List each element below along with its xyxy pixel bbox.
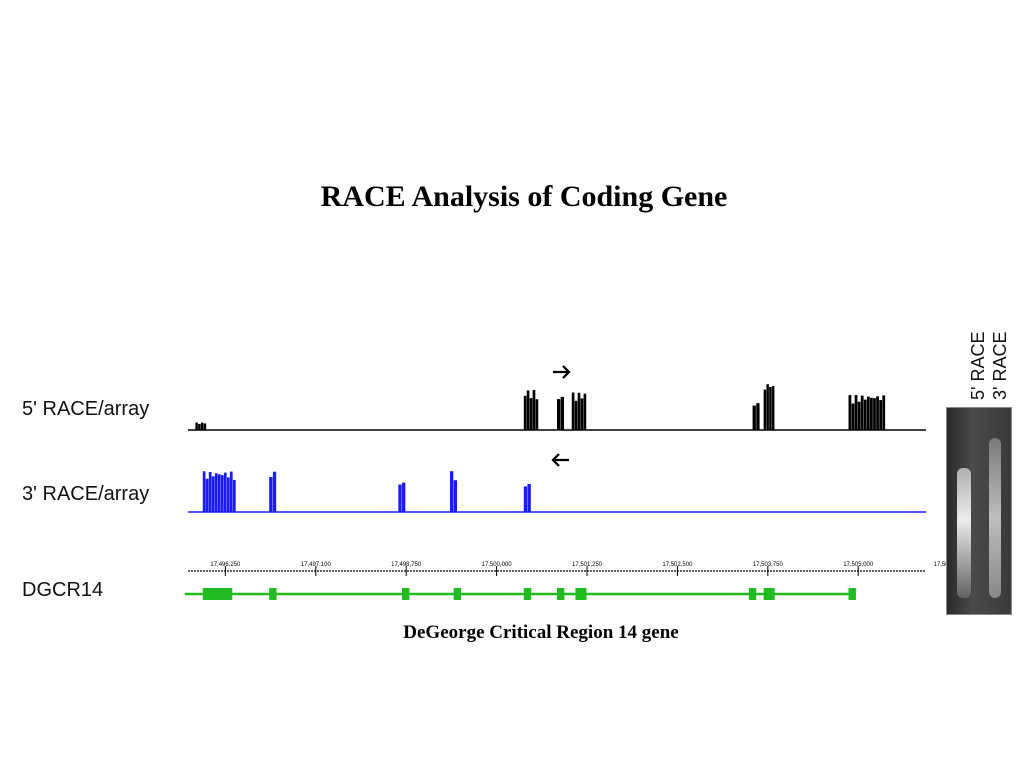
five-prime-peak-6-bar-1 xyxy=(851,403,855,430)
five-prime-peak-3-bar-0 xyxy=(571,392,575,430)
five-prime-peak-1-bar-4 xyxy=(535,399,539,430)
five-prime-peak-3-bar-2 xyxy=(577,392,581,430)
x-tick-label-6: 17,503,750 xyxy=(753,562,784,568)
five-prime-peak-0-bar-2 xyxy=(200,422,204,430)
five-prime-peak-3-bar-4 xyxy=(583,393,587,430)
three-prime-peak-0-bar-0 xyxy=(202,471,206,512)
five-prime-peak-6-bar-8 xyxy=(873,398,876,430)
three-prime-peak-0-bar-7 xyxy=(223,472,227,512)
five-prime-peak-6-bar-9 xyxy=(876,396,879,430)
x-tick-label-0: 17,496,250 xyxy=(210,562,241,568)
three-prime-peak-0-bar-5 xyxy=(217,474,221,512)
track-label-5prime: 5' RACE/array xyxy=(22,398,150,420)
gel-image xyxy=(946,407,1012,615)
three-prime-peak-4-bar-1 xyxy=(527,483,531,512)
three-prime-peak-2-bar-0 xyxy=(398,484,402,512)
gene-exon-7 xyxy=(748,588,757,600)
five-prime-peak-6-bar-11 xyxy=(882,395,886,430)
gel-lane-label-3prime: 3' RACE xyxy=(990,331,1010,400)
five-prime-peak-5-bar-3 xyxy=(771,386,775,430)
three-prime-peak-0-bar-3 xyxy=(211,476,215,512)
five-prime-peak-5-bar-0 xyxy=(763,389,767,430)
five-prime-peak-0-bar-1 xyxy=(198,423,201,430)
five-prime-peak-0-bar-3 xyxy=(203,423,207,430)
three-prime-peak-3-bar-1 xyxy=(453,480,458,512)
x-tick-label-2: 17,498,750 xyxy=(391,562,422,568)
gene-exon-1 xyxy=(269,588,277,600)
five-prime-peak-6-bar-3 xyxy=(857,401,861,430)
five-prime-peak-6-bar-5 xyxy=(863,399,867,430)
gene-exon-8 xyxy=(763,588,775,600)
gene-exon-9 xyxy=(848,588,856,600)
five-prime-peak-0-bar-0 xyxy=(195,422,198,430)
x-tick-label-3: 17,500,000 xyxy=(482,562,513,568)
x-tick-label-7: 17,505,000 xyxy=(843,562,874,568)
three-prime-peak-2-bar-1 xyxy=(402,482,406,512)
gene-exon-5 xyxy=(557,588,565,600)
x-tick-label-1: 17,497,100 xyxy=(301,562,332,568)
five-prime-peak-4-bar-0 xyxy=(752,405,756,430)
three-prime-peak-3-bar-0 xyxy=(449,471,454,512)
figure-caption: DeGeorge Critical Region 14 gene xyxy=(403,622,679,643)
three-prime-peak-0-bar-1 xyxy=(205,478,209,512)
x-tick-label-5: 17,502,500 xyxy=(662,562,693,568)
three-prime-peak-1-bar-0 xyxy=(269,477,273,512)
five-prime-peak-1-bar-3 xyxy=(532,390,536,430)
five-prime-peak-4-bar-1 xyxy=(756,403,760,430)
primer-arrow-left xyxy=(551,453,569,467)
five-prime-peak-2-bar-0 xyxy=(557,399,561,430)
track-label-gene: DGCR14 xyxy=(22,579,104,601)
five-prime-peak-6-bar-7 xyxy=(870,397,873,430)
gel-lane-label-5prime: 5' RACE xyxy=(968,331,988,400)
gene-exon-4 xyxy=(523,588,532,600)
five-prime-peak-3-bar-1 xyxy=(574,400,578,430)
page-title: RACE Analysis of Coding Gene xyxy=(320,180,728,213)
five-prime-peak-2-bar-1 xyxy=(560,396,565,430)
primer-arrow-right xyxy=(553,365,571,379)
five-prime-peak-6-bar-0 xyxy=(848,395,852,430)
three-prime-peak-0-bar-4 xyxy=(214,473,218,512)
gene-exon-3 xyxy=(453,588,462,600)
five-prime-peak-6-bar-6 xyxy=(866,396,870,430)
five-prime-peak-1-bar-2 xyxy=(529,398,533,430)
five-prime-peak-6-bar-10 xyxy=(879,400,883,430)
three-prime-peak-1-bar-1 xyxy=(272,471,277,512)
gene-exon-2 xyxy=(402,588,410,600)
five-prime-peak-1-bar-0 xyxy=(523,395,527,430)
five-prime-peak-6-bar-2 xyxy=(854,395,858,430)
five-prime-peak-5-bar-1 xyxy=(766,384,769,430)
three-prime-peak-0-bar-10 xyxy=(232,479,236,512)
three-prime-peak-4-bar-0 xyxy=(523,486,528,512)
three-prime-peak-0-bar-9 xyxy=(229,471,233,512)
five-prime-peak-6-bar-4 xyxy=(860,395,864,430)
five-prime-peak-3-bar-3 xyxy=(580,398,584,430)
gene-exon-6 xyxy=(575,588,587,600)
five-prime-peak-5-bar-2 xyxy=(769,386,772,430)
x-tick-label-4: 17,501,250 xyxy=(572,562,603,568)
five-prime-peak-1-bar-1 xyxy=(526,390,530,430)
track-label-3prime: 3' RACE/array xyxy=(22,483,150,505)
three-prime-peak-0-bar-2 xyxy=(208,471,212,512)
gene-exon-0 xyxy=(202,588,233,600)
three-prime-peak-0-bar-6 xyxy=(220,475,224,512)
three-prime-peak-0-bar-8 xyxy=(226,477,230,512)
